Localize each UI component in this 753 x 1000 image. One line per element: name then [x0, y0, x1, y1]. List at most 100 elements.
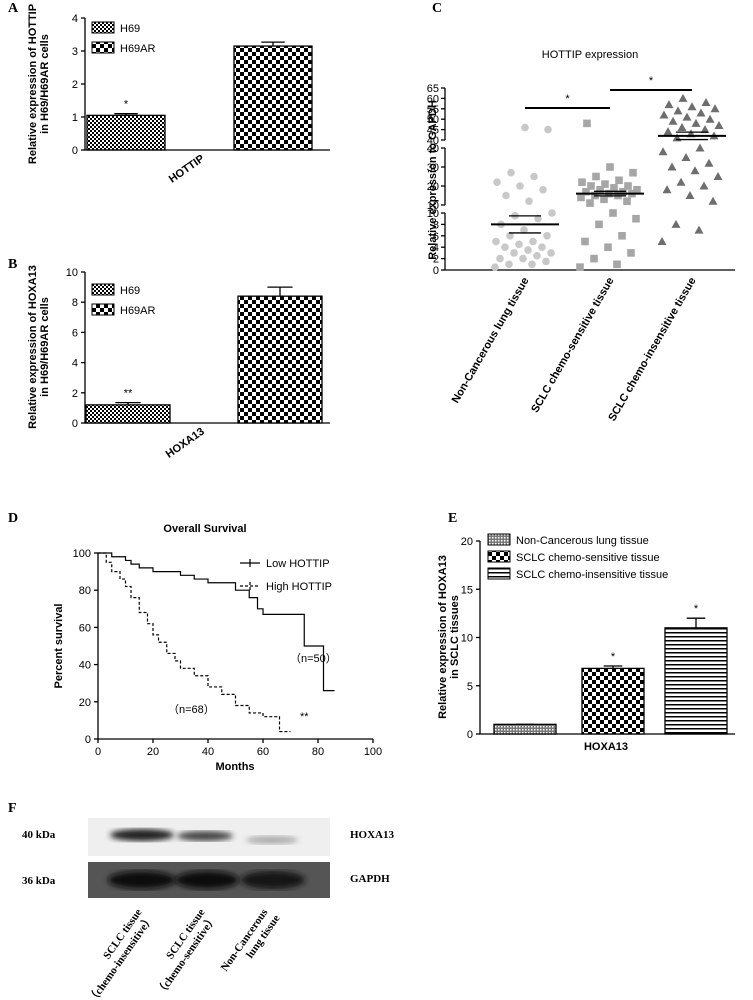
bar [664, 627, 728, 735]
point [701, 98, 711, 107]
y-tick-label: 10 [427, 200, 439, 212]
point [704, 158, 714, 167]
point [578, 178, 586, 186]
x-axis-label: Months [215, 761, 254, 773]
point [691, 118, 701, 127]
x-tick-label: HOXA13 [584, 741, 628, 753]
y-axis-label: in H69/H69AR cells [39, 297, 51, 397]
legend-swatch [487, 533, 511, 546]
point [606, 163, 614, 171]
error-bar [509, 215, 541, 234]
point [510, 249, 518, 257]
point [601, 180, 609, 188]
point [548, 209, 556, 217]
error-bar [261, 41, 285, 47]
point [521, 123, 529, 132]
x-tick-label: Non-Cancerous lung tissue [450, 276, 532, 406]
point [627, 249, 635, 257]
point [694, 225, 704, 234]
x-tick-label: SCLC chemo-insensitive tissue [606, 276, 698, 424]
point [700, 125, 710, 134]
size-label: 40 kDa [22, 829, 56, 841]
bar [86, 114, 166, 151]
y-axis-label: Relative expression of HOXA13 [437, 555, 449, 719]
y-tick-label: 8 [72, 297, 78, 309]
y-tick-label: 60 [427, 93, 439, 105]
annotation: ** [300, 711, 309, 723]
point [658, 147, 668, 156]
chart-title: Overall Survival [163, 523, 246, 535]
point [538, 243, 546, 251]
point [547, 249, 555, 257]
y-tick-label: 50 [427, 114, 439, 126]
point [676, 177, 686, 186]
y-tick-label: 1 [72, 112, 78, 124]
survival-line [98, 552, 291, 733]
point [623, 197, 631, 205]
panel-letter: D [8, 511, 18, 526]
y-tick-label: 55 [427, 104, 439, 116]
x-tick-label: 0 [95, 746, 101, 758]
point [528, 260, 536, 269]
x-tick-label: HOXA13 [164, 426, 207, 461]
point [629, 168, 637, 177]
error-bar [594, 190, 626, 197]
y-axis-label: in SCLC tissues [449, 595, 461, 679]
point [659, 110, 669, 119]
point [632, 214, 640, 223]
point [533, 251, 541, 260]
error-bar [114, 113, 138, 116]
y-tick-label: 4 [72, 358, 78, 370]
point [592, 172, 600, 181]
point [657, 237, 667, 245]
y-tick-label: 6 [433, 231, 439, 243]
point [618, 232, 626, 240]
legend-swatch [91, 303, 115, 316]
point [520, 226, 528, 234]
legend-swatch [91, 21, 115, 34]
point [613, 260, 621, 269]
panel-letter: C [432, 1, 442, 16]
bar [493, 723, 557, 735]
error-bar [267, 286, 293, 297]
point [705, 114, 715, 123]
legend-label: H69 [120, 285, 140, 297]
point [633, 186, 641, 194]
point [544, 125, 552, 134]
point [581, 237, 589, 246]
blot-image [88, 818, 330, 898]
legend-swatch [91, 41, 115, 54]
point [491, 263, 499, 271]
point [690, 166, 700, 175]
y-tick-label: 20 [461, 536, 473, 548]
y-tick-label: 0 [85, 734, 91, 746]
bar [233, 45, 313, 151]
bar [237, 295, 323, 424]
y-tick-label: 8 [433, 219, 439, 231]
y-tick-label: 10 [66, 267, 78, 279]
point [708, 196, 718, 205]
point [496, 254, 504, 263]
point [583, 119, 591, 128]
y-tick-label: 65 [427, 83, 439, 95]
y-tick-label: 2 [72, 388, 78, 400]
point [543, 232, 551, 240]
y-tick-label: 30 [427, 162, 439, 174]
y-axis-label: in H69/H69AR cells [39, 34, 51, 134]
y-tick-label: 40 [427, 135, 439, 147]
error-bar [676, 131, 708, 141]
point [590, 254, 598, 263]
x-tick-label: SCLC chemo-sensitive tissue [529, 276, 616, 415]
point [713, 172, 723, 180]
legend-label: H69 [120, 23, 140, 35]
annotation: * [124, 99, 129, 111]
point [696, 108, 706, 117]
legend-label: High HOTTIP [266, 581, 332, 593]
point [681, 153, 691, 161]
point [615, 176, 623, 185]
error-bar [115, 401, 141, 405]
annotation: * [694, 603, 699, 615]
panel-letter: E [448, 511, 457, 526]
annotation: （n=68） [168, 703, 215, 716]
